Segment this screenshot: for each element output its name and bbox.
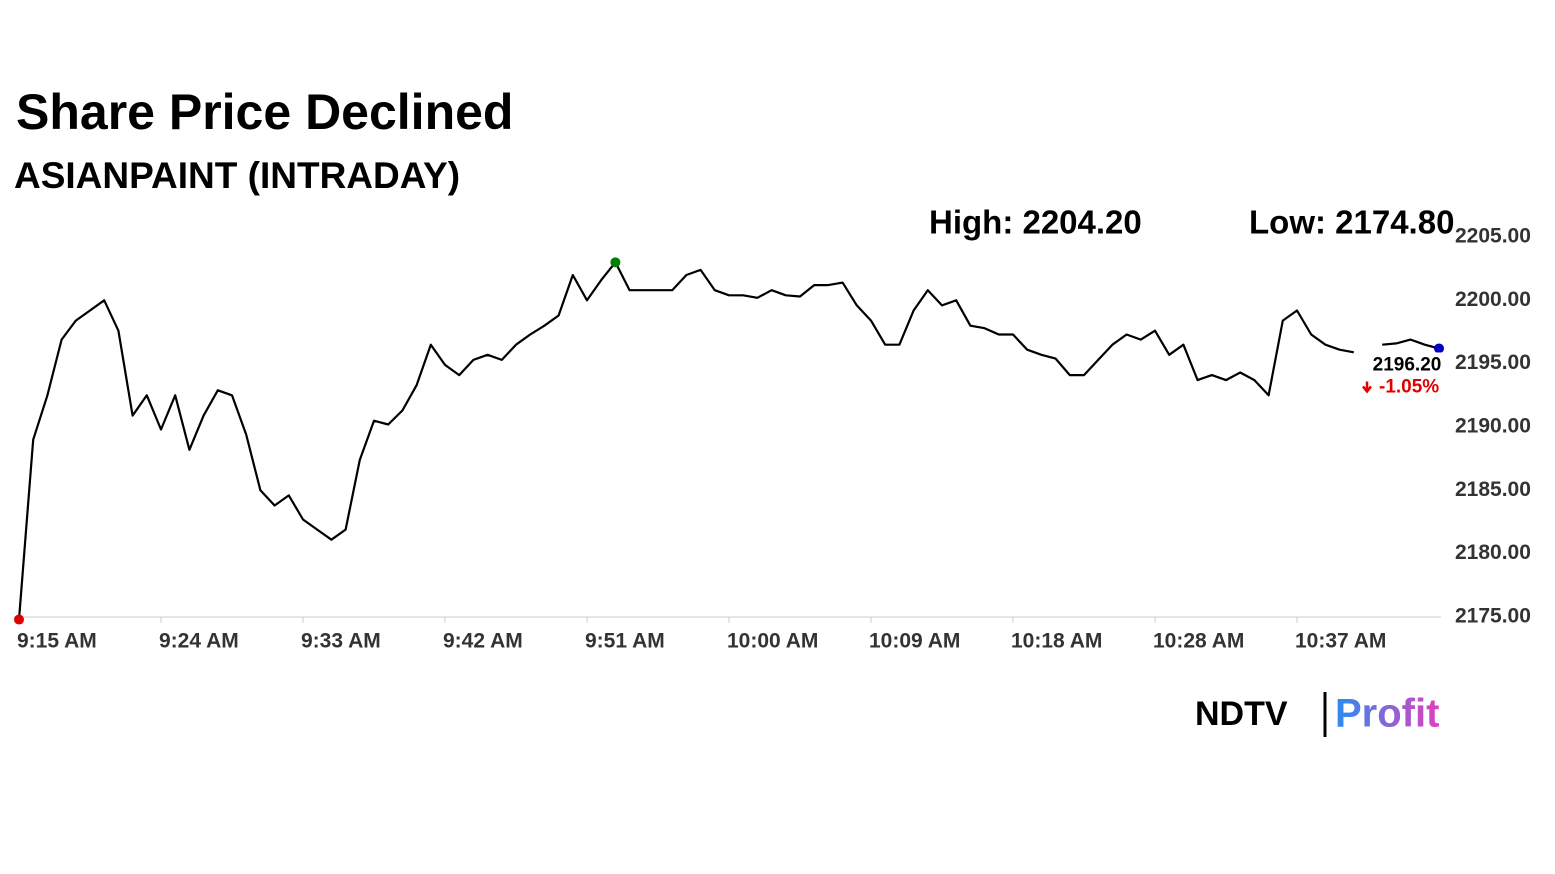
y-tick-label: 2200.00 [1455, 288, 1531, 311]
y-tick-label: 2180.00 [1455, 541, 1531, 564]
x-tick-label: 10:09 AM [869, 630, 960, 653]
x-tick-label: 10:00 AM [727, 630, 818, 653]
high-label: High: 2204.20 [929, 204, 1142, 241]
chart-subtitle: ASIANPAINT (INTRADAY) [14, 155, 460, 196]
price-line [17, 261, 1440, 620]
x-tick-label: 9:42 AM [443, 630, 523, 653]
y-tick-label: 2175.00 [1455, 605, 1531, 628]
y-tick-label: 2205.00 [1455, 225, 1531, 248]
brand-right: Profit [1335, 692, 1439, 736]
last-label: 2196.20 [1373, 354, 1442, 375]
y-tick-label: 2190.00 [1455, 415, 1531, 438]
last-label-bg [1367, 352, 1447, 399]
high-marker [610, 257, 621, 268]
y-tick-label: 2185.00 [1455, 478, 1531, 501]
brand-left: NDTV [1195, 695, 1288, 733]
change-label: -1.05% [1379, 376, 1439, 397]
y-tick-label: 2195.00 [1455, 351, 1531, 374]
chart-title: Share Price Declined [16, 84, 513, 140]
low-marker [14, 614, 24, 625]
x-tick-label: 9:33 AM [301, 630, 381, 653]
x-tick-label: 9:24 AM [159, 630, 239, 653]
x-tick-label: 10:37 AM [1295, 630, 1386, 653]
x-tick-label: 9:51 AM [585, 630, 665, 653]
low-label: Low: 2174.80 [1249, 204, 1454, 241]
x-tick-label: 10:18 AM [1011, 630, 1102, 653]
x-tick-label: 10:28 AM [1153, 630, 1244, 653]
last-marker [1434, 343, 1444, 354]
x-tick-label: 9:15 AM [17, 630, 97, 653]
down-arrow [1362, 381, 1372, 394]
